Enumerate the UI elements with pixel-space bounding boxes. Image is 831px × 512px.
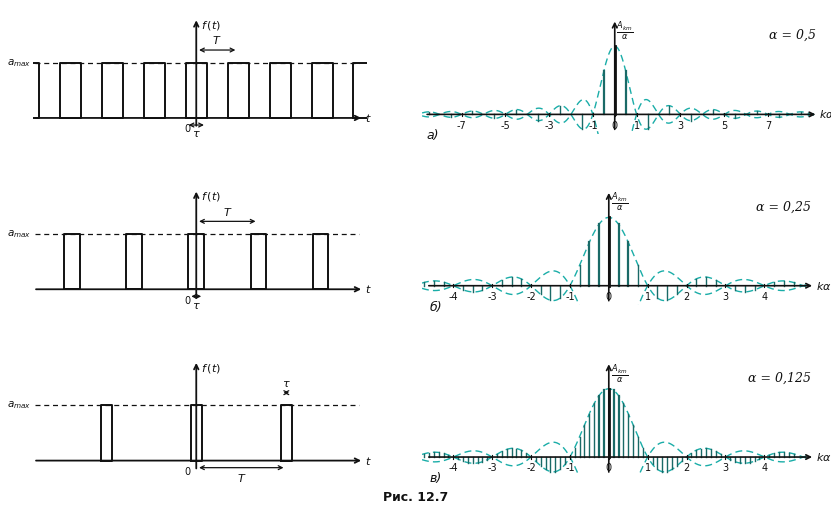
Text: $f\,(t)$: $f\,(t)$	[201, 19, 221, 32]
Text: $T$: $T$	[213, 34, 222, 47]
Text: $k\alpha$: $k\alpha$	[816, 280, 831, 292]
Text: -1: -1	[565, 292, 575, 302]
Text: $t$: $t$	[366, 283, 372, 295]
Text: -2: -2	[526, 292, 536, 302]
Text: а): а)	[426, 130, 439, 142]
Text: $\frac{A_{km}}{\alpha}$: $\frac{A_{km}}{\alpha}$	[616, 20, 633, 42]
Text: -4: -4	[449, 463, 458, 473]
Text: $0$: $0$	[184, 293, 192, 306]
Text: 1: 1	[645, 463, 651, 473]
Text: $\frac{A_{km}}{\alpha}$: $\frac{A_{km}}{\alpha}$	[611, 191, 628, 213]
Text: 0: 0	[606, 292, 612, 302]
Text: 0: 0	[606, 463, 612, 473]
Text: 5: 5	[721, 120, 727, 131]
Text: α = 0,25: α = 0,25	[756, 200, 811, 214]
Text: 4: 4	[761, 463, 767, 473]
Text: $k\alpha$: $k\alpha$	[819, 109, 831, 120]
Text: 2: 2	[683, 292, 690, 302]
Text: 4: 4	[761, 292, 767, 302]
Text: $0$: $0$	[184, 465, 192, 477]
Text: 1: 1	[645, 292, 651, 302]
Text: $\tau$: $\tau$	[192, 129, 200, 139]
Text: -7: -7	[457, 120, 466, 131]
Text: -4: -4	[449, 292, 458, 302]
Text: α = 0,5: α = 0,5	[770, 29, 816, 42]
Text: α = 0,125: α = 0,125	[748, 372, 811, 385]
Text: -5: -5	[500, 120, 510, 131]
Text: в): в)	[430, 472, 442, 485]
Text: Рис. 12.7: Рис. 12.7	[383, 492, 448, 504]
Text: -1: -1	[565, 463, 575, 473]
Text: $0$: $0$	[184, 122, 192, 134]
Text: -1: -1	[588, 120, 597, 131]
Text: 1: 1	[633, 120, 640, 131]
Text: $f\,(t)$: $f\,(t)$	[201, 361, 221, 375]
Text: $\tau$: $\tau$	[192, 301, 200, 311]
Text: $a_{max}$: $a_{max}$	[7, 57, 32, 69]
Text: $\frac{A_{km}}{\alpha}$: $\frac{A_{km}}{\alpha}$	[611, 363, 628, 385]
Text: $t$: $t$	[366, 112, 372, 124]
Text: -3: -3	[487, 292, 497, 302]
Text: 3: 3	[722, 463, 729, 473]
Text: -2: -2	[526, 463, 536, 473]
Text: $T$: $T$	[223, 206, 232, 218]
Text: 0: 0	[612, 120, 617, 131]
Text: $t$: $t$	[366, 455, 372, 466]
Text: $f\,(t)$: $f\,(t)$	[201, 190, 221, 203]
Text: 3: 3	[677, 120, 683, 131]
Text: -3: -3	[487, 463, 497, 473]
Text: б): б)	[430, 301, 443, 314]
Text: $a_{max}$: $a_{max}$	[7, 399, 32, 411]
Text: $\tau$: $\tau$	[282, 379, 291, 389]
Text: $T$: $T$	[237, 472, 246, 484]
Text: 2: 2	[683, 463, 690, 473]
Text: $k\alpha$: $k\alpha$	[816, 451, 831, 463]
Text: -3: -3	[544, 120, 554, 131]
Text: $a_{max}$: $a_{max}$	[7, 228, 32, 240]
Text: 7: 7	[765, 120, 771, 131]
Text: 3: 3	[722, 292, 729, 302]
